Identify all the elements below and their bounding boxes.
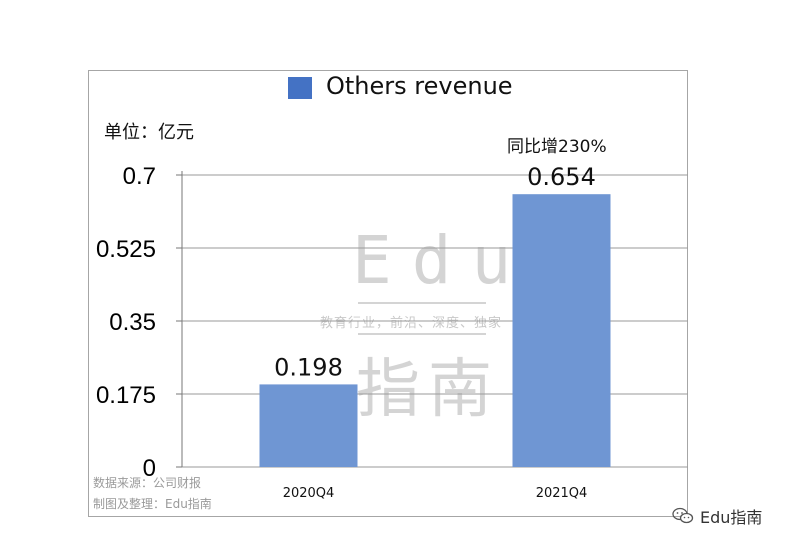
footer-brand: Edu指南 xyxy=(672,504,762,528)
footer-brand-text: Edu指南 xyxy=(700,508,763,527)
legend-swatch xyxy=(288,77,312,99)
watermark-edu: Edu xyxy=(352,222,532,299)
bar xyxy=(512,194,611,467)
x-tick-label: 2021Q4 xyxy=(536,486,588,501)
y-tick-label: 0.525 xyxy=(96,236,156,263)
y-tick-label: 0.7 xyxy=(123,163,156,190)
y-tick-label: 0 xyxy=(143,455,156,482)
legend-label: Others revenue xyxy=(326,72,513,100)
bar xyxy=(259,384,358,467)
wechat-icon xyxy=(672,507,694,524)
data-label: 0.198 xyxy=(274,353,343,381)
watermark-cn: 指南 xyxy=(356,353,500,427)
watermark-rule-bottom xyxy=(358,333,486,335)
x-tick-label: 2020Q4 xyxy=(283,486,335,501)
watermark-rule-top xyxy=(358,302,486,304)
chart-frame xyxy=(88,70,688,517)
y-tick-label: 0.175 xyxy=(96,382,156,409)
data-label: 0.654 xyxy=(527,163,596,191)
unit-label: 单位：亿元 xyxy=(104,122,194,143)
source-line-1: 数据来源：公司财报 xyxy=(93,476,202,490)
growth-annotation: 同比增230% xyxy=(507,137,607,157)
watermark-tagline: 教育行业，前沿、深度、独家 xyxy=(320,316,503,331)
y-tick-label: 0.35 xyxy=(109,309,156,336)
source-line-2: 制图及整理：Edu指南 xyxy=(93,497,212,511)
